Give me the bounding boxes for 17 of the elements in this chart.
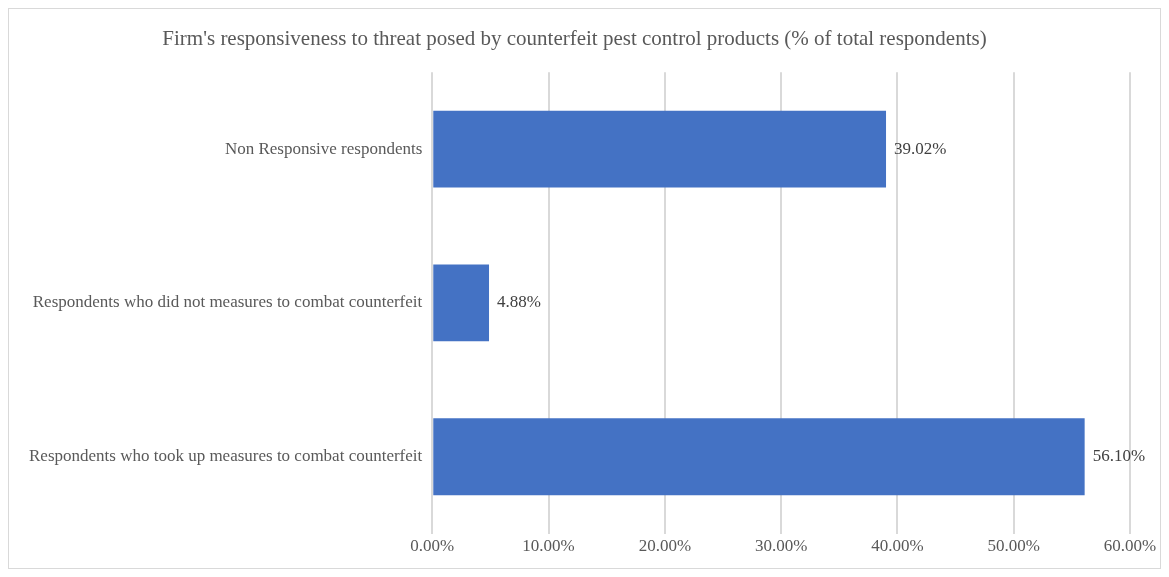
data-label: 4.88%	[497, 292, 541, 312]
data-label: 56.10%	[1092, 446, 1146, 466]
bar	[433, 264, 490, 342]
x-tick-label: 60.00%	[1103, 536, 1157, 556]
bar	[433, 418, 1085, 496]
x-tick-label: 20.00%	[638, 536, 692, 556]
chart-title: Firm's responsiveness to threat posed by counterfeit pest control products (% of total respondents)	[162, 26, 987, 51]
x-tick-label: 10.00%	[522, 536, 575, 556]
y-tick-label: Respondents who took up measures to combat counterfeit	[28, 446, 423, 466]
x-tick-label: 0.00%	[410, 536, 455, 556]
y-tick-label: Non Responsive respondents	[224, 138, 423, 158]
y-tick-label: Respondents who did not measures to combat counterfeit	[32, 292, 423, 312]
bar	[433, 110, 887, 188]
x-tick-label: 30.00%	[754, 536, 808, 556]
x-tick-label: 50.00%	[987, 536, 1040, 556]
data-label: 39.02%	[894, 138, 947, 158]
x-tick-label: 40.00%	[871, 536, 924, 556]
